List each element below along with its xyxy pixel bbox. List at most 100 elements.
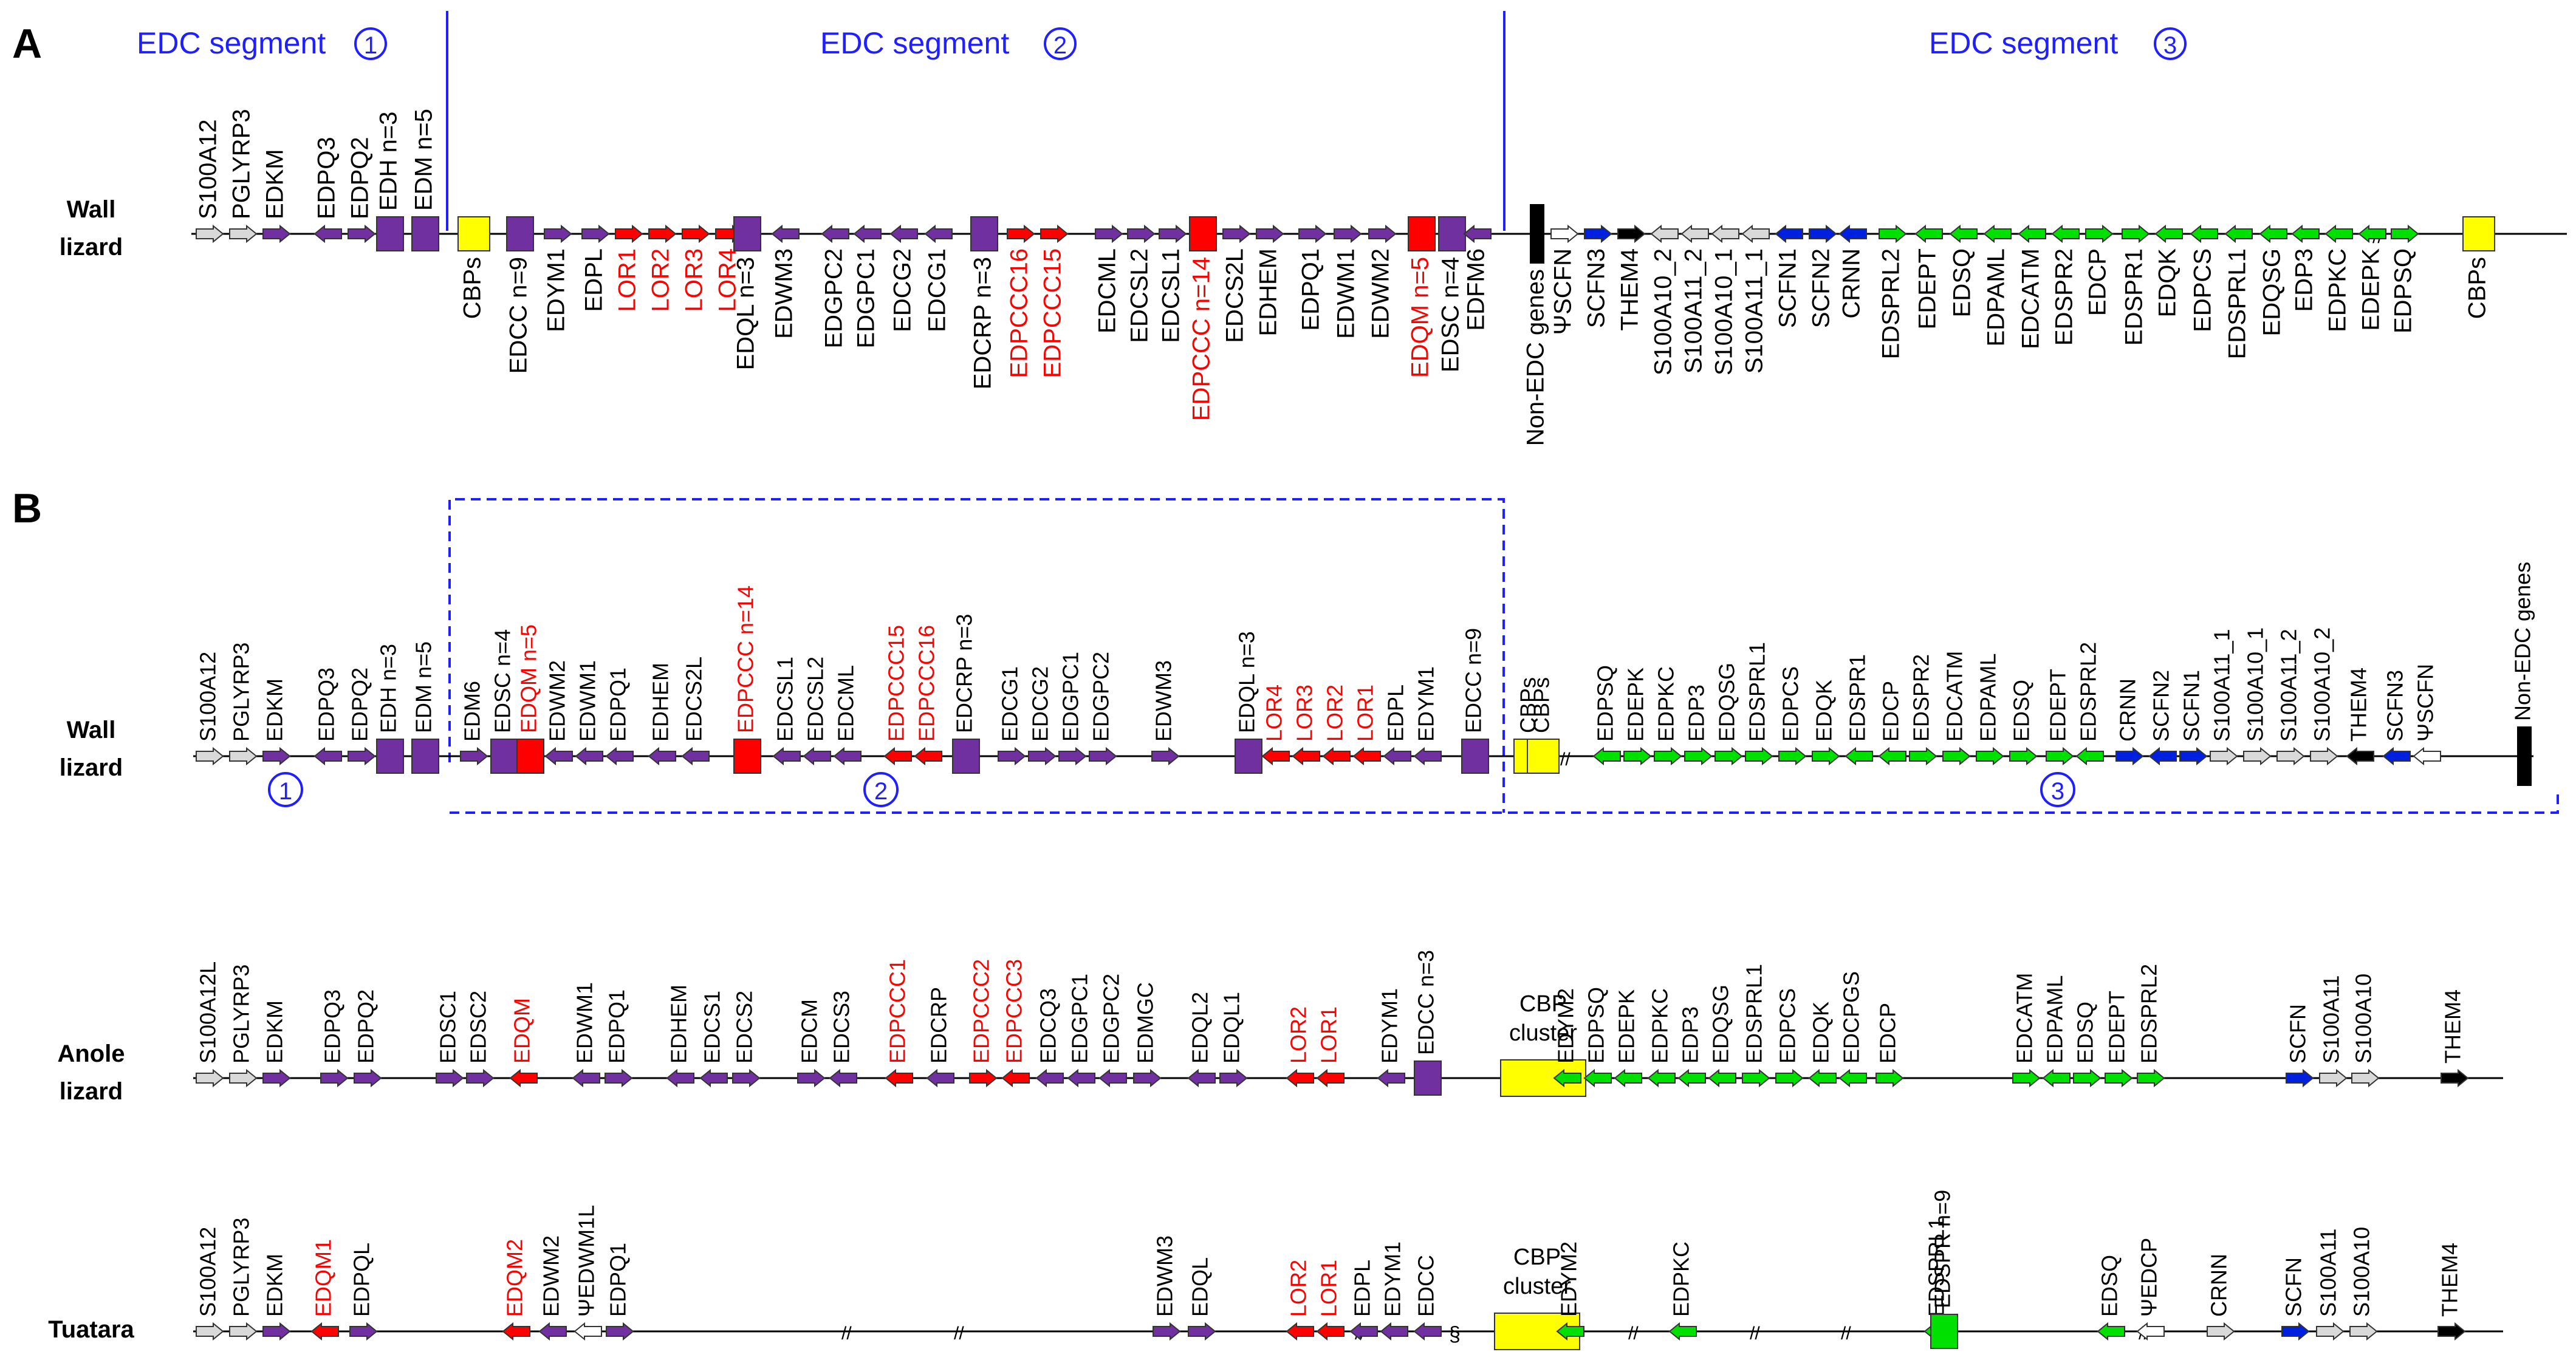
a-wall-edcsl2-label: EDCSL2 [1126,248,1153,343]
a-wall-non-edc-genes-gene-glyph [1530,204,1544,264]
b-anole-edcs1-gene-glyph [699,1068,728,1088]
a-wall-edpl-label: EDPL [581,248,608,312]
b-tuatara-edpql-label: EDPQL [349,1243,374,1317]
b-wall-them4-gene-glyph [2346,746,2374,766]
b-anole-edp3-label: EDP3 [1678,1006,1703,1064]
a-wall-edcg2-label: EDCG2 [889,248,916,332]
b-tuatara-edym1-label: EDYM1 [1380,1241,1405,1317]
row-label-a-line1: Wall [67,196,116,223]
b-wall-edwm3-gene-glyph [1151,746,1180,766]
segment-2-number: 2 [1053,32,1067,59]
b-anole-edsq-label: EDSQ [2073,1002,2098,1064]
a-wall-cbps-gene-glyph [2462,216,2495,251]
b-wall-edcml-label: EDCML [834,665,858,742]
b-anole-edpq2-gene-glyph [354,1068,382,1088]
b-tuatara-edql-label: EDQL [1188,1257,1213,1317]
b-anole-edcrp-label: EDCRP [927,987,951,1064]
b-wall-edsprl1-label: EDSPRL1 [1745,642,1770,742]
break-mark-tuatara-6: // [1841,1323,1851,1344]
b-anole-edpkc-gene-glyph [1647,1068,1676,1088]
b-anole-scfn-gene-glyph [2286,1068,2314,1088]
a-wall-edpq1-gene-glyph [1298,224,1327,244]
b-wall-edcrp-n-3-label: EDCRP n=3 [952,614,977,733]
b-wall-psi-scfn-gene-glyph [2413,746,2441,766]
b-wall-s100a11-2-label: S100A11_2 [2276,629,2301,742]
b-wall-edh-n-3-gene-glyph [376,739,404,774]
row-label-a-line2: lizard [60,234,123,261]
a-wall-edwm3-label: EDWM3 [771,248,798,339]
b-wall-lor2-gene-glyph [1322,746,1351,766]
a-wall-scfn2-gene-glyph [1809,224,1837,244]
b-wall-cbps-label: CBPs [1529,677,1554,733]
b-anole-edwm1-label: EDWM1 [572,982,597,1064]
break-mark-wall: // [1560,750,1571,770]
b-anole-edpkc-label: EDPKC [1648,988,1673,1064]
a-wall-edpccc15-label: EDPCCC15 [1040,248,1066,378]
a-wall-edfm6-gene-glyph [1463,224,1492,244]
break-mark-tuatara-5: // [1750,1323,1760,1344]
b-wall-edhem-label: EDHEM [648,663,673,742]
a-wall-edqk-gene-glyph [2154,224,2183,244]
b-wall-edsprl2-gene-glyph [2075,746,2104,766]
a-wall-s100a10-2-gene-glyph [1650,224,1679,244]
a-wall-scfn1-label: SCFN1 [1775,248,1801,328]
b-anole-edcs1-label: EDCS1 [700,991,725,1064]
a-wall-edcc-n-9-gene-glyph [506,216,534,251]
b-wall-edpl-label: EDPL [1383,685,1408,742]
b-wall-edgpc2-label: EDGPC2 [1089,652,1114,742]
b-tuatara-edspr-n-9-gene-glyph [1930,1314,1958,1349]
row-label-anole-line2: lizard [60,1078,123,1105]
a-wall-s100a10-2-label: S100A10_2 [1650,248,1677,375]
b-wall-edpccc15-label: EDPCCC15 [884,625,909,742]
b-tuatara-edpl-gene-glyph [1349,1322,1378,1341]
b-anole-edkm-label: EDKM [262,1000,287,1064]
b-tuatara-pglyrp3-label: PGLYRP3 [229,1218,254,1317]
b-tuatara-crnn-gene-glyph [2207,1322,2235,1341]
b-wall-edpq1-gene-glyph [605,746,634,766]
b-wall-scfn3-label: SCFN3 [2383,670,2408,742]
b-wall-s100a11-2-gene-glyph [2276,746,2305,766]
b-anole-edsprl2-gene-glyph [2137,1068,2165,1088]
a-wall-edqsg-gene-glyph [2259,224,2287,244]
b-anole-edcs2-label: EDCS2 [732,991,757,1064]
b-anole-edcs3-gene-glyph [829,1068,857,1088]
b-tuatara-them4-gene-glyph [2437,1322,2466,1341]
b-wall-edcs2l-gene-glyph [681,746,710,766]
a-wall-edsc-n-4-label: EDSC n=4 [1437,257,1464,372]
b-tuatara-edcc-label: EDCC [1414,1255,1439,1317]
gene-glyph-layer: S100A12 PGLYRP3 EDKM EDPQ3 EDPQ2 EDH n=3 EDM n… [195,109,2535,1350]
b-segment-2-number: 2 [874,778,888,805]
b-wall-edpaml-gene-glyph [1976,746,2004,766]
b-tuatara-lor2-label: LOR2 [1286,1260,1311,1317]
b-tuatara-edqm2-label: EDQM2 [502,1239,527,1317]
b-anole-edpsq-gene-glyph [1583,1068,1612,1088]
a-wall-edql-n-3-label: EDQL n=3 [733,257,759,370]
a-wall-edwm2-label: EDWM2 [1368,248,1394,339]
b-tuatara-psi-edwm1l-gene-glyph [574,1322,602,1341]
b-anole-cbp-cluster-label-1: CBP [1519,991,1567,1017]
a-wall-s100a11-2-gene-glyph [1680,224,1709,244]
b-wall-edpsq-label: EDPSQ [1593,665,1618,742]
a-wall-edcs2l-label: EDCS2L [1222,248,1249,343]
a-wall-edpq2-label: EDPQ2 [347,137,374,219]
a-wall-edpq3-gene-glyph [313,224,342,244]
b-wall-edcatm-label: EDCATM [1942,651,1967,742]
b-wall-edpcs-gene-glyph [1778,746,1807,766]
a-wall-edepk-label: EDEPK [2358,248,2385,331]
b-wall-s100a12-gene-glyph [196,746,224,766]
b-wall-edqk-label: EDQK [1812,680,1837,742]
b-anole-edepk-gene-glyph [1614,1068,1642,1088]
b-wall-edsprl1-gene-glyph [1745,746,1773,766]
b-anole-edsprl2-label: EDSPRL2 [2137,964,2162,1064]
a-wall-lor1-label: LOR1 [614,248,641,312]
a-wall-cbps-label: CBPs [459,257,486,319]
a-wall-edcrp-n-3-label: EDCRP n=3 [970,257,996,389]
b-wall-edqsg-label: EDQSG [1714,663,1739,742]
b-wall-scfn2-gene-glyph [2148,746,2177,766]
a-wall-edsq-gene-glyph [1949,224,1978,244]
b-wall-edpaml-label: EDPAML [1976,654,2001,742]
a-wall-edpkc-label: EDPKC [2324,248,2351,332]
b-tuatara-edsq-gene-glyph [2097,1322,2125,1341]
a-wall-edwm1-label: EDWM1 [1333,248,1360,339]
